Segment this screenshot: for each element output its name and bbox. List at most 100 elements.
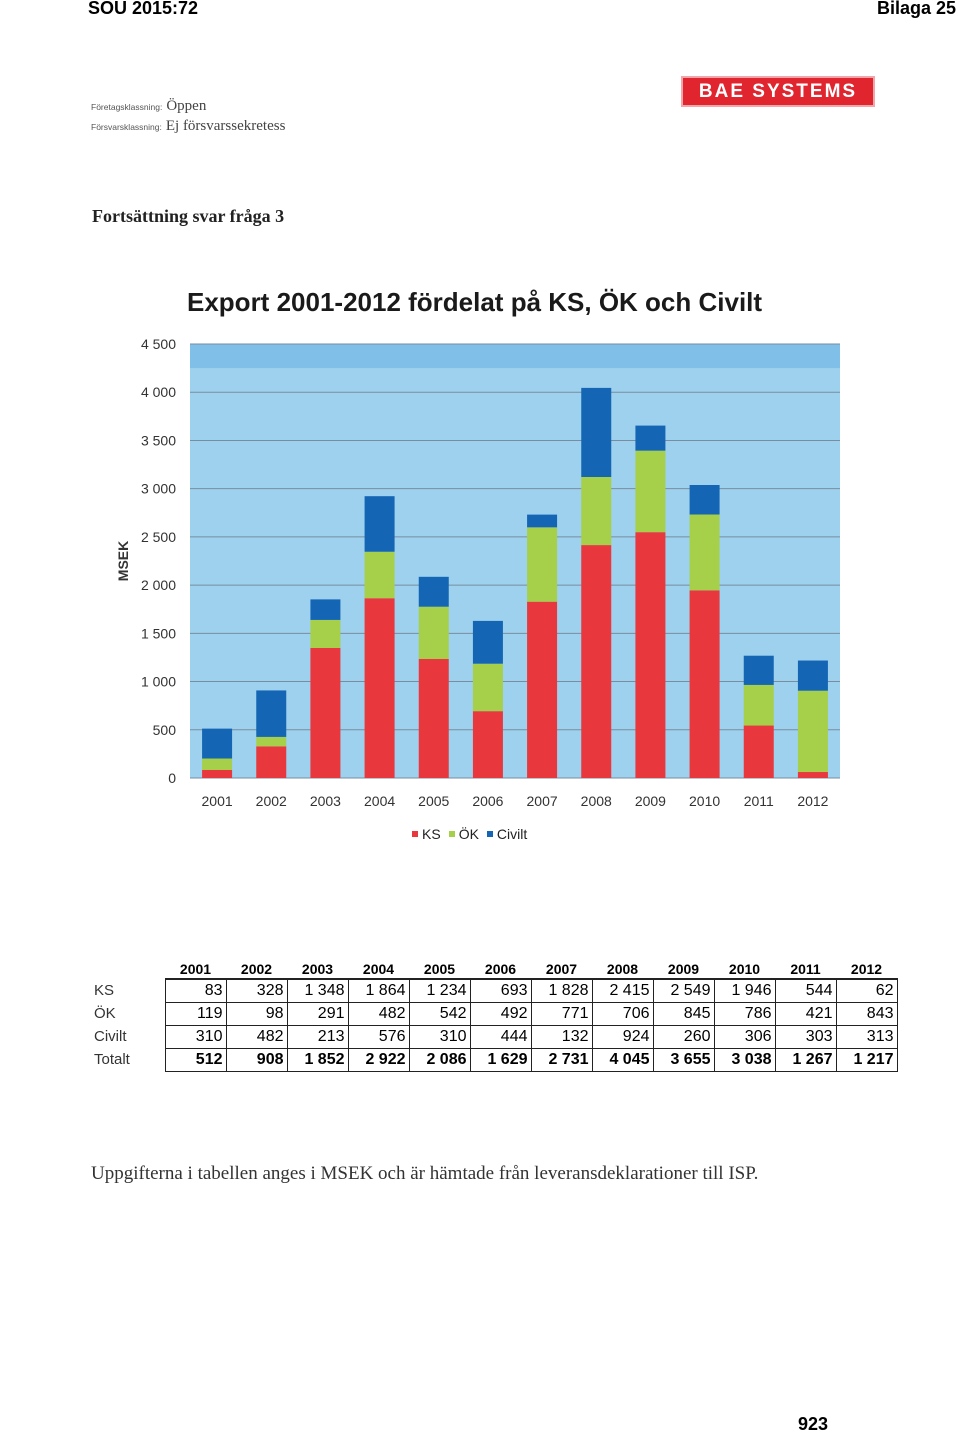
table-cell: 706	[591, 1001, 654, 1026]
legend-label: Civilt	[496, 826, 528, 842]
table-cell: 4 045	[591, 1047, 654, 1072]
appendix-label: Bilaga 25	[876, 0, 956, 18]
bar-civilt-2003	[310, 599, 341, 620]
y-tick-label: 1 500	[141, 625, 176, 641]
table-cell: 786	[713, 1001, 776, 1026]
report-id: SOU 2015:72	[88, 0, 199, 18]
legend-item: ÖK	[448, 826, 479, 842]
bar-ks-2005	[418, 658, 449, 778]
table-cell: 213	[286, 1024, 349, 1049]
table-corner	[90, 956, 165, 979]
bar-ks-2006	[472, 711, 503, 778]
bar-ks-2008	[581, 545, 612, 778]
x-tick-label: 2006	[472, 793, 503, 809]
x-tick-label: 2005	[418, 793, 449, 809]
bar-civilt-2002	[256, 690, 287, 737]
footnote: Uppgifterna i tabellen anges i MSEK och …	[91, 1163, 759, 1184]
company-classification: Företagsklassning: Öppen	[91, 97, 206, 115]
table-cell: 3 038	[713, 1047, 776, 1072]
table-cell: 119	[164, 1001, 227, 1026]
bar-ok-2008	[581, 476, 612, 546]
table-cell: 421	[774, 1001, 837, 1026]
x-tick-label: 2003	[310, 793, 341, 809]
export-bar-chart: 0 500 1 000 1 500 2 000 2 500 3 000 3 500 4 000 4…	[115, 336, 840, 809]
x-tick-label: 2004	[364, 793, 395, 809]
table-cell: 3 655	[652, 1047, 715, 1072]
bar-civilt-2010	[689, 485, 720, 515]
table-cell: 771	[530, 1001, 593, 1026]
table-cell: 482	[347, 1001, 410, 1026]
table-cell: 542	[408, 1001, 471, 1026]
y-tick-label: 3 500	[141, 432, 176, 448]
bar-civilt-2001	[202, 728, 233, 759]
y-tick-label: 4 500	[141, 336, 176, 352]
table-cell: 62	[835, 978, 898, 1003]
table-cell: 2 415	[591, 978, 654, 1003]
y-tick-label: 500	[153, 722, 177, 738]
x-tick-label: 2007	[527, 793, 558, 809]
table-row: Totalt 512 908 1 852 2 922 2 086 1 629 2 731 4 0…	[90, 1047, 898, 1072]
table-row-label: Totalt	[94, 1051, 130, 1068]
legend-label: ÖK	[458, 826, 479, 842]
chart-title: Export 2001-2012 fördelat på KS, ÖK och …	[187, 287, 763, 317]
table-cell: 576	[347, 1024, 410, 1049]
table-year-header: 2005	[423, 961, 456, 977]
y-tick-label: 4 000	[141, 384, 176, 400]
bae-systems-logo: BAE SYSTEMS	[681, 76, 875, 107]
bar-ks-2001	[202, 769, 233, 778]
bar-civilt-2011	[743, 655, 774, 685]
legend-item: KS	[412, 826, 441, 842]
plot-top-band	[190, 344, 840, 369]
table-header-row: 2001 2002 2003 2004 2005 2006 2007 2008 2009 2010…	[90, 956, 897, 979]
table-year-header: 2008	[606, 961, 639, 977]
table-row-label: Civilt	[94, 1028, 127, 1045]
table-cell: 2 549	[652, 978, 715, 1003]
legend-swatch	[486, 831, 493, 838]
bar-civilt-2006	[472, 620, 503, 664]
x-tick-label: 2010	[689, 793, 720, 809]
table-cell: 512	[164, 1047, 227, 1072]
x-tick-label: 2012	[797, 793, 828, 809]
y-tick-label: 1 000	[141, 674, 176, 690]
table-year-header: 2007	[545, 961, 578, 977]
table-year-header: 2001	[179, 961, 212, 977]
bar-civilt-2008	[581, 387, 612, 477]
x-tick-label: 2011	[744, 793, 774, 809]
legend-swatch	[448, 831, 455, 838]
table-cell: 310	[408, 1024, 471, 1049]
page-number: 923	[798, 1414, 829, 1433]
table-year-header: 2002	[240, 961, 273, 977]
x-tick-label: 2001	[202, 793, 233, 809]
bar-civilt-2004	[364, 496, 395, 552]
bar-civilt-2009	[635, 425, 666, 451]
bar-ok-2010	[689, 514, 720, 591]
table-year-header: 2003	[301, 961, 334, 977]
bar-ok-2003	[310, 619, 341, 648]
bar-ok-2007	[527, 527, 558, 602]
table-row: Civilt 310 482 213 576 310 444 132 924 260 306 303 3…	[90, 1024, 898, 1049]
bar-ok-2006	[472, 663, 503, 712]
bar-ks-2009	[635, 532, 666, 778]
table-cell: 306	[713, 1024, 776, 1049]
bar-ok-2011	[743, 684, 774, 726]
defense-classification-label: Försvarsklassning:	[91, 122, 162, 132]
table-year-header: 2012	[850, 961, 883, 977]
export-table: 2001 2002 2003 2004 2005 2006 2007 2008 2009 2010…	[90, 956, 898, 1072]
table-cell: 482	[225, 1024, 288, 1049]
bar-ks-2003	[310, 647, 341, 778]
plot-area	[190, 344, 840, 778]
table-year-header: 2010	[728, 961, 761, 977]
legend-swatch	[412, 831, 418, 838]
table-cell: 693	[469, 978, 532, 1003]
bar-ok-2005	[418, 606, 449, 659]
table-cell: 2 086	[408, 1047, 471, 1072]
table-year-header: 2011	[790, 961, 821, 977]
table-cell: 260	[652, 1024, 715, 1049]
table-cell: 1 946	[713, 978, 776, 1003]
table-cell: 303	[774, 1024, 837, 1049]
bar-ks-2007	[527, 601, 558, 778]
table-year-header: 2004	[362, 961, 395, 977]
bar-ok-2004	[364, 551, 395, 599]
y-tick-label: 0	[168, 770, 176, 786]
table-cell: 1 348	[286, 978, 349, 1003]
